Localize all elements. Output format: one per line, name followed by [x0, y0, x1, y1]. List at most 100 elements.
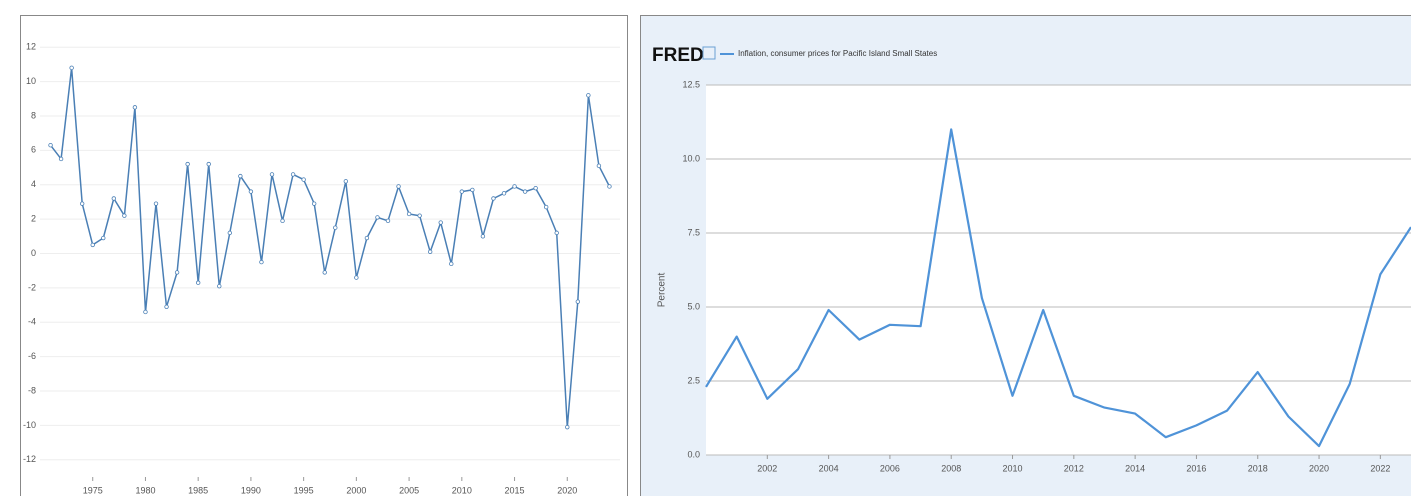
x-tick-label: 2008 [941, 463, 961, 473]
point [375, 215, 380, 220]
point [79, 201, 85, 206]
point [153, 201, 159, 206]
x-tick-label: 2016 [1186, 463, 1206, 473]
x-tick-label: 2002 [757, 463, 777, 473]
y-tick-label: 12 [26, 42, 36, 52]
x-tick-label: 1995 [294, 485, 314, 495]
point [354, 275, 359, 280]
x-tick-label: 1990 [241, 485, 261, 495]
point [217, 283, 222, 289]
point [480, 234, 486, 239]
point [596, 163, 602, 169]
point [607, 184, 612, 189]
y-tick-label: -12 [23, 454, 36, 464]
point [132, 105, 138, 110]
point [322, 270, 327, 275]
point [174, 270, 180, 275]
y-tick-label: 2.5 [687, 375, 700, 385]
point [586, 93, 591, 98]
point [427, 249, 433, 254]
x-tick-label: 2010 [1003, 463, 1023, 473]
x-tick-label: 2000 [346, 485, 366, 495]
y-tick-label: -6 [28, 351, 36, 361]
x-tick-label: 2015 [505, 485, 525, 495]
point [48, 142, 53, 148]
point [164, 304, 169, 309]
y-tick-label: 5.0 [687, 301, 700, 311]
y-tick-label: 6 [31, 145, 36, 155]
logo: FRED [652, 45, 704, 66]
y-tick-label: -2 [28, 282, 36, 292]
point [122, 213, 127, 218]
point [143, 309, 148, 315]
point [438, 220, 443, 225]
point [90, 242, 95, 248]
point [575, 299, 581, 304]
point [206, 161, 211, 167]
x-tick-label: 2022 [1370, 463, 1390, 473]
x-tick-label: 1975 [83, 485, 103, 495]
x-tick-label: 1980 [135, 485, 155, 495]
point [301, 177, 306, 182]
icon [702, 46, 716, 60]
y-tick-label: 10 [26, 76, 36, 86]
y-tick-label: 7.5 [687, 227, 700, 237]
point [69, 65, 74, 71]
point [333, 225, 338, 230]
x-tick-label: 2005 [399, 485, 419, 495]
point [343, 179, 349, 184]
point [238, 173, 243, 179]
point [406, 211, 412, 217]
x-tick-label: 2004 [819, 463, 839, 473]
x-tick-label: 2020 [557, 485, 577, 495]
y-axis-label: Percent [657, 273, 668, 308]
x-tick-label: 2018 [1248, 463, 1268, 473]
point [459, 189, 465, 194]
point [522, 189, 528, 194]
chart-title: Inflation, consumer prices for Pacific I… [738, 49, 937, 58]
point [195, 280, 201, 285]
y-tick-label: -10 [23, 420, 36, 430]
point [449, 261, 454, 267]
plot-area [706, 85, 1411, 455]
point [269, 172, 275, 177]
left-panel [20, 15, 628, 496]
point [385, 218, 391, 224]
x-tick-label: 2010 [452, 485, 472, 495]
y-tick-label: 12.5 [682, 79, 700, 89]
point [58, 156, 64, 162]
y-tick-label: 10.0 [682, 153, 700, 163]
point [364, 235, 370, 241]
x-tick-label: 1985 [188, 485, 208, 495]
y-tick-label: 0.0 [687, 449, 700, 459]
point [470, 187, 475, 193]
point [491, 196, 496, 201]
x-tick-label: 2006 [880, 463, 900, 473]
point [185, 161, 190, 167]
point [311, 201, 317, 206]
point [533, 185, 538, 191]
point [227, 230, 233, 236]
y-tick-label: 4 [31, 179, 36, 189]
series-line [705, 128, 1411, 448]
point [259, 259, 264, 265]
y-tick-label: 2 [31, 213, 36, 223]
point [111, 196, 117, 201]
point [417, 213, 422, 218]
point [101, 235, 106, 241]
point [248, 189, 254, 194]
point [501, 191, 507, 196]
y-tick-label: 0 [31, 248, 36, 258]
x-tick-label: 2014 [1125, 463, 1145, 473]
y-tick-label: 8 [31, 110, 36, 120]
point [512, 184, 517, 189]
y-tick-label: -8 [28, 385, 36, 395]
y-tick-label: -4 [28, 317, 36, 327]
point [290, 172, 296, 177]
x-tick-label: 2020 [1309, 463, 1329, 473]
point [543, 204, 549, 210]
x-tick-label: 2012 [1064, 463, 1084, 473]
point [280, 218, 285, 224]
